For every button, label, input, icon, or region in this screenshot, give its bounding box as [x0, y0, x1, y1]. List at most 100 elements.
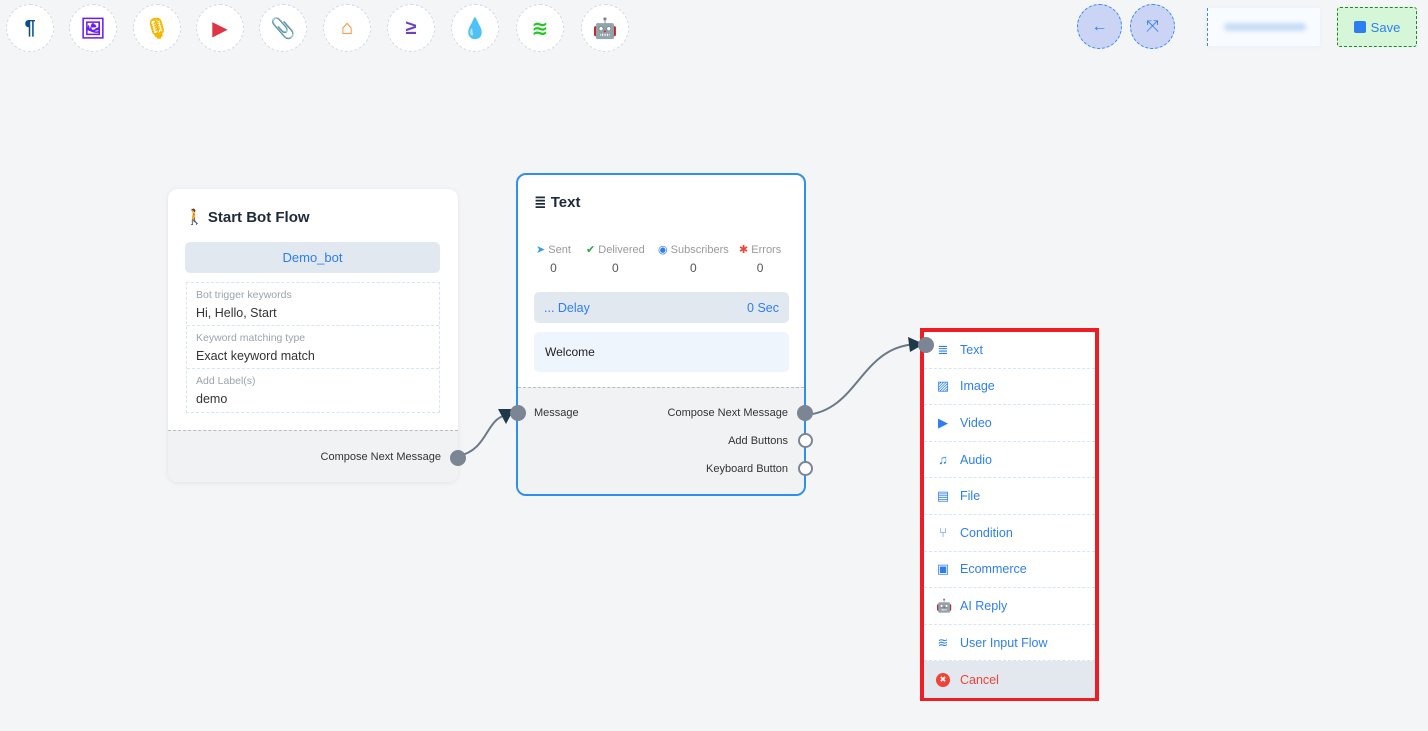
node-title: ≣ Text — [534, 194, 581, 211]
image-icon: 🖼 — [80, 17, 106, 40]
output-label: Compose Next Message — [320, 451, 441, 463]
menu-item-label: AI Reply — [960, 598, 1008, 613]
menu-item-label: Ecommerce — [960, 562, 1027, 577]
menu-item-label: File — [960, 489, 981, 504]
stack-icon: ≋ — [531, 17, 549, 40]
menu-item-label: Video — [960, 415, 992, 430]
fit-view-button[interactable]: ⤧ — [1130, 4, 1175, 49]
connection-text-to-menu — [805, 343, 921, 416]
message-preview[interactable]: Welcome — [534, 332, 789, 372]
menu-item-label: Condition — [960, 525, 1013, 540]
video-icon: ▶ — [938, 414, 948, 430]
menu-item-label: Text — [960, 342, 983, 357]
start-bot-flow-node[interactable]: 🚶 Start Bot Flow Demo_bot Bot trigger ke… — [168, 189, 466, 482]
menu-item-condition[interactable]: ⑂ Condition — [924, 515, 1095, 552]
field-label: Add Label(s) — [196, 375, 256, 387]
delay-value: 0 Sec — [747, 300, 779, 315]
arrowhead — [908, 337, 924, 352]
user-circle-icon: ◉ — [658, 244, 668, 256]
walking-icon: 🚶 — [185, 209, 204, 226]
stat-errors: ✱ Errors 0 — [739, 244, 782, 275]
greater-equal-icon: ≥ — [405, 16, 417, 39]
image-icon: ▨ — [936, 378, 950, 394]
field-matching-type[interactable]: Keyword matching type Exact keyword match — [187, 326, 439, 369]
menu-item-cancel[interactable]: ✖ Cancel — [924, 661, 1095, 698]
menu-item-ecommerce[interactable]: ▣ Ecommerce — [924, 552, 1095, 589]
output-port-compose[interactable] — [797, 405, 813, 421]
field-labels[interactable]: Add Label(s) demo — [187, 369, 439, 412]
floppy-disk-icon — [1353, 21, 1366, 33]
output-port-keyboard[interactable] — [798, 461, 813, 476]
add-node-menu: ≣ Text ▨ Image ▶ Video ♫ Audio ▤ File ⑂ Condition ▣ E… — [920, 328, 1099, 701]
robot-icon: 🤖 — [592, 17, 618, 40]
menu-item-ai-reply[interactable]: 🤖 AI Reply — [924, 588, 1095, 625]
menu-item-user-input-flow[interactable]: ≋ User Input Flow — [924, 625, 1095, 662]
stat-sent: ➤ Sent 0 — [536, 244, 571, 275]
output-label: Keyboard Button — [706, 463, 788, 475]
bug-icon: ✱ — [739, 244, 749, 256]
output-port[interactable] — [450, 450, 466, 466]
tool-button-store[interactable]: ⌂ — [323, 4, 371, 52]
shopping-bag-icon: ▣ — [936, 561, 950, 577]
input-label: Message — [534, 407, 579, 419]
droplet-icon: 💧 — [462, 17, 488, 40]
check-circle-icon: ✔ — [586, 244, 596, 256]
list-icon: ≣ — [534, 194, 547, 211]
tool-button-greater-equal[interactable]: ≥ — [387, 4, 435, 52]
tool-button-youtube[interactable]: ▶ — [196, 4, 244, 52]
menu-item-label: Audio — [960, 452, 992, 467]
menu-item-audio[interactable]: ♫ Audio — [924, 442, 1095, 479]
blurred-label — [1207, 8, 1320, 46]
delay-bar[interactable]: ... Delay 0 Sec — [534, 292, 789, 323]
list-icon: ≣ — [937, 341, 949, 357]
music-icon: ♫ — [938, 452, 948, 468]
input-port[interactable] — [510, 405, 526, 421]
tool-button-droplet[interactable]: 💧 — [451, 4, 499, 52]
cancel-icon: ✖ — [936, 672, 950, 687]
store-icon: ⌂ — [340, 16, 354, 39]
tool-button-microphone[interactable]: 🎙 — [133, 4, 181, 52]
connection-start-to-text — [457, 414, 511, 457]
save-label: Save — [1370, 19, 1401, 35]
code-branch-icon: ⑂ — [939, 525, 947, 541]
tool-button-stack[interactable]: ≋ — [516, 4, 564, 52]
stat-delivered: ✔ Delivered 0 — [586, 244, 645, 275]
field-label: Keyword matching type — [196, 332, 306, 344]
field-label: Bot trigger keywords — [196, 289, 292, 301]
compress-icon: ⤧ — [1146, 17, 1159, 35]
paper-plane-icon: ➤ — [536, 244, 546, 256]
save-button[interactable]: Save — [1337, 7, 1417, 47]
field-trigger-keywords[interactable]: Bot trigger keywords Hi, Hello, Start — [187, 283, 439, 326]
youtube-icon: ▶ — [212, 17, 228, 40]
robot-icon: 🤖 — [936, 597, 953, 613]
tool-button-image[interactable]: 🖼 — [69, 4, 117, 52]
menu-item-video[interactable]: ▶ Video — [924, 405, 1095, 442]
field-value: demo — [196, 392, 228, 406]
microphone-icon: 🎙 — [144, 17, 170, 40]
bot-name: Demo_bot — [185, 242, 440, 273]
tool-button-paragraph[interactable]: ¶ — [6, 4, 54, 52]
file-pdf-icon: ▤ — [936, 488, 950, 504]
menu-item-file[interactable]: ▤ File — [924, 478, 1095, 515]
menu-item-label: User Input Flow — [960, 635, 1048, 650]
menu-item-text[interactable]: ≣ Text — [924, 332, 1095, 369]
tool-button-robot[interactable]: 🤖 — [581, 4, 629, 52]
menu-input-port — [918, 337, 934, 353]
menu-item-image[interactable]: ▨ Image — [924, 369, 1095, 406]
output-port-buttons[interactable] — [798, 433, 813, 448]
stat-subscribers: ◉ Subscribers 0 — [658, 244, 729, 275]
output-label: Compose Next Message — [667, 407, 788, 419]
menu-item-label: Image — [960, 379, 995, 394]
text-node[interactable]: ≣ Text ➤ Sent 0 ✔ Delivered 0 ◉ Subscriber… — [510, 173, 813, 496]
tool-button-paperclip[interactable]: 📎 — [259, 4, 307, 52]
paragraph-icon: ¶ — [24, 16, 36, 39]
back-button[interactable]: ← — [1077, 4, 1122, 49]
node-title: 🚶 Start Bot Flow — [185, 209, 310, 226]
menu-item-label: Cancel — [960, 672, 999, 687]
paperclip-icon: 📎 — [270, 17, 296, 40]
field-value: Hi, Hello, Start — [196, 306, 277, 320]
output-label: Add Buttons — [728, 435, 788, 447]
stack-icon: ≋ — [937, 634, 949, 650]
field-value: Exact keyword match — [196, 349, 315, 363]
